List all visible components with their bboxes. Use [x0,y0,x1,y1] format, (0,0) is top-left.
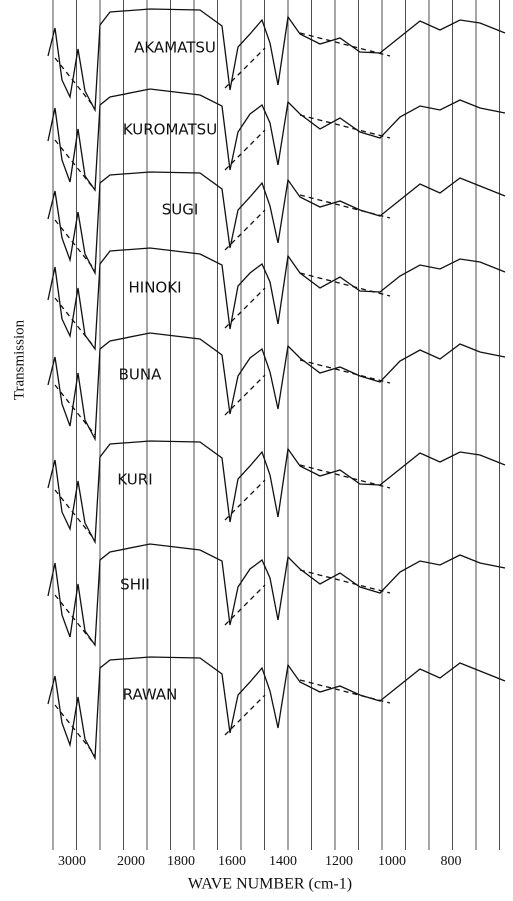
baseline [300,273,390,296]
spectrum-label: BUNA [119,366,162,384]
spectrum [48,657,505,758]
spectrum [48,172,505,273]
spectrum-label: SHII [120,576,150,594]
spectrum [48,333,505,439]
x-tick-label: 3000 [58,854,86,869]
x-tick-label: 1200 [325,854,353,869]
figure: Transmission WAVE NUMBER (cm-1) 3000 2000… [0,0,513,901]
spectrum [48,9,505,110]
x-tick-label: 1600 [218,854,246,869]
spectrum-label: AKAMATSU [134,39,216,57]
spectrum-label: KURI [117,471,152,489]
spectrum-label: RAWAN [123,686,178,704]
x-tick-label: 1000 [378,854,406,869]
y-axis-label: Transmission [11,319,27,400]
baseline [300,360,390,383]
x-tick-label: 800 [441,854,462,869]
spectra [48,9,505,758]
spectrum-label: KUROMATSU [123,121,217,139]
baseline [300,115,390,138]
spectrum-label: SUGI [162,201,199,219]
x-tick-label: 1800 [167,854,195,869]
spectrum-label: HINOKI [129,279,182,297]
baseline [300,570,390,593]
spectrum [48,248,505,349]
spectrum [48,441,505,542]
x-tick-label: 2000 [117,854,145,869]
spectrum [48,544,505,645]
x-axis-label: WAVE NUMBER (cm-1) [188,876,352,893]
x-tick-label: 1400 [269,854,297,869]
